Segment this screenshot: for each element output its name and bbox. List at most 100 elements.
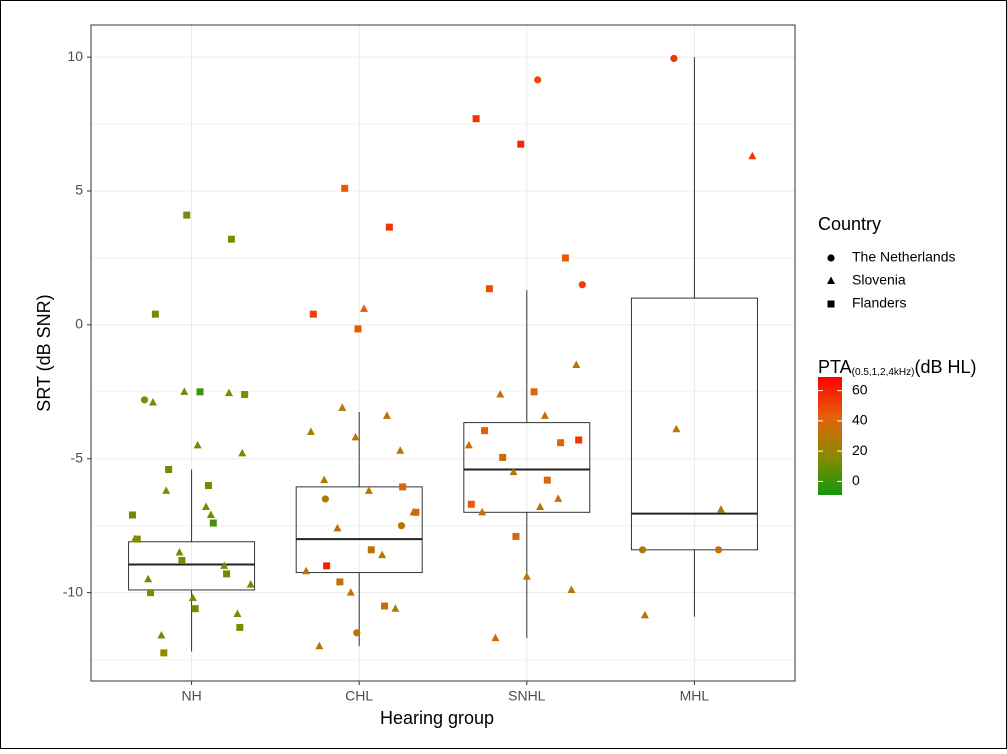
point (512, 532, 520, 540)
point (748, 151, 757, 160)
point (224, 388, 233, 397)
y-tick-label: 5 (75, 182, 83, 198)
point (320, 475, 329, 484)
legend-title: Country (818, 214, 881, 234)
point (191, 605, 199, 613)
point (385, 223, 393, 231)
colorbar-title-main: PTA (818, 357, 852, 377)
box (295, 486, 423, 574)
point (183, 211, 191, 219)
point (572, 360, 581, 369)
point (144, 574, 153, 583)
point (567, 585, 576, 593)
point (233, 609, 242, 618)
point (464, 440, 473, 449)
point (485, 285, 493, 293)
point (227, 235, 235, 243)
legend-marker (827, 254, 835, 262)
point (557, 439, 565, 447)
point (341, 184, 349, 192)
plot-background (91, 25, 795, 681)
x-tick-label: CHL (345, 688, 373, 704)
point (196, 388, 204, 396)
point (346, 588, 355, 596)
colorbar-tick-label: 60 (852, 381, 868, 397)
point (323, 562, 331, 570)
box (463, 422, 591, 513)
colorbar-title: PTA(0.5,1,2,4kHz)(dB HL) (818, 357, 977, 378)
colorbar-tick-label: 40 (852, 412, 868, 428)
point (412, 508, 420, 516)
y-tick-label: 10 (67, 48, 83, 64)
x-tick-label: NH (181, 688, 201, 704)
point (353, 629, 361, 637)
y-axis-label: SRT (dB SNR) (34, 294, 54, 411)
point (467, 500, 475, 508)
colorbar-title-unit: (dB HL) (914, 357, 976, 377)
point (206, 510, 215, 518)
point (160, 649, 168, 657)
point (397, 522, 406, 530)
point (128, 511, 136, 519)
point (496, 390, 505, 398)
point (396, 446, 405, 454)
box (128, 541, 256, 591)
point (670, 54, 678, 63)
point (478, 507, 487, 516)
point (578, 281, 586, 289)
x-tick-label: MHL (680, 688, 710, 704)
panel-border (90, 24, 796, 682)
point (162, 486, 171, 494)
point (302, 566, 311, 575)
point (338, 403, 347, 411)
point (321, 495, 329, 503)
point (481, 427, 489, 435)
point (575, 436, 583, 444)
y-tick-label: 0 (75, 316, 83, 332)
point (175, 547, 184, 556)
point (714, 546, 723, 554)
point (165, 465, 173, 473)
point (530, 388, 538, 396)
colorbar (818, 377, 842, 495)
legend-marker (827, 276, 835, 284)
point (236, 623, 244, 631)
legend-label: Flanders (852, 295, 906, 311)
point (157, 630, 166, 639)
point (522, 572, 531, 580)
point (193, 440, 202, 449)
legend-label: The Netherlands (852, 249, 956, 265)
point (140, 396, 149, 404)
point (241, 391, 249, 399)
point (333, 523, 342, 532)
point (202, 502, 211, 510)
point (382, 411, 391, 419)
point (381, 602, 389, 610)
point (209, 519, 217, 527)
point (391, 604, 400, 612)
point (178, 557, 186, 565)
x-tick-label: SNHL (508, 688, 546, 704)
point (367, 546, 375, 554)
colorbar-tick-label: 0 (852, 472, 860, 488)
point (147, 589, 155, 597)
point (534, 76, 542, 84)
point (223, 570, 231, 578)
point (309, 310, 317, 318)
point (351, 432, 360, 441)
point (354, 325, 362, 333)
point (640, 610, 649, 619)
point (220, 561, 229, 569)
point (378, 550, 387, 559)
point (399, 483, 407, 491)
legend-marker (827, 300, 835, 308)
y-tick-label: -5 (71, 449, 84, 465)
point (364, 486, 373, 494)
y-tick-label: -10 (63, 583, 83, 599)
point (238, 448, 247, 457)
point (180, 387, 189, 395)
point (148, 398, 157, 406)
point (543, 476, 551, 484)
point (509, 467, 518, 476)
